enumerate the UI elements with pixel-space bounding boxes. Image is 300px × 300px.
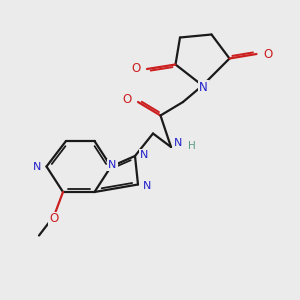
Text: N: N [108,160,117,170]
Text: N: N [140,149,148,160]
Text: O: O [50,212,58,226]
Text: O: O [131,62,140,76]
Text: N: N [33,161,41,172]
Text: N: N [142,181,151,191]
Text: N: N [199,81,208,94]
Text: O: O [263,47,272,61]
Text: N: N [174,137,183,148]
Text: H: H [188,140,196,151]
Text: O: O [123,93,132,106]
